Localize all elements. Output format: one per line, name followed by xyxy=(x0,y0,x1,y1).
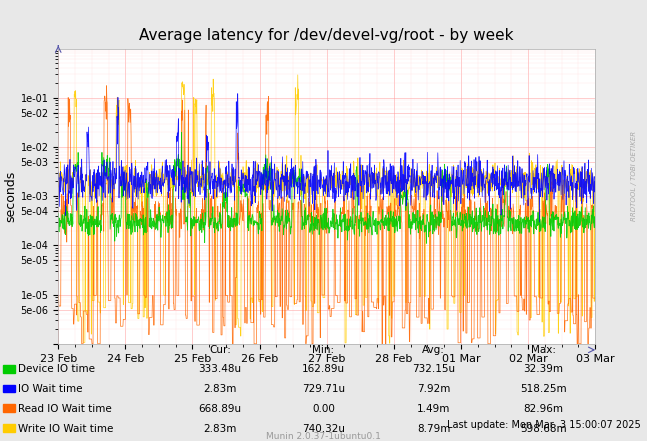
Text: 729.71u: 729.71u xyxy=(302,384,345,394)
Text: 0.00: 0.00 xyxy=(312,404,335,414)
Text: Avg:: Avg: xyxy=(422,345,445,355)
Text: 2.83m: 2.83m xyxy=(203,384,237,394)
Text: 668.89u: 668.89u xyxy=(199,404,241,414)
Text: Cur:: Cur: xyxy=(209,345,231,355)
Text: Max:: Max: xyxy=(531,345,556,355)
Title: Average latency for /dev/devel-vg/root - by week: Average latency for /dev/devel-vg/root -… xyxy=(140,28,514,43)
Text: Device IO time: Device IO time xyxy=(18,364,95,374)
Text: 2.83m: 2.83m xyxy=(203,424,237,434)
Y-axis label: seconds: seconds xyxy=(5,171,17,222)
Text: 598.68m: 598.68m xyxy=(520,424,567,434)
Text: IO Wait time: IO Wait time xyxy=(18,384,83,394)
Text: 82.96m: 82.96m xyxy=(523,404,564,414)
Text: 740.32u: 740.32u xyxy=(302,424,345,434)
Text: 7.92m: 7.92m xyxy=(417,384,450,394)
Text: Munin 2.0.37-1ubuntu0.1: Munin 2.0.37-1ubuntu0.1 xyxy=(266,432,381,441)
Text: 162.89u: 162.89u xyxy=(302,364,345,374)
Text: RRDTOOL / TOBI OETIKER: RRDTOOL / TOBI OETIKER xyxy=(631,131,637,221)
Text: 732.15u: 732.15u xyxy=(412,364,455,374)
Text: 333.48u: 333.48u xyxy=(199,364,241,374)
Text: 32.39m: 32.39m xyxy=(523,364,564,374)
Text: Read IO Wait time: Read IO Wait time xyxy=(18,404,112,414)
Text: Write IO Wait time: Write IO Wait time xyxy=(18,424,113,434)
Text: 1.49m: 1.49m xyxy=(417,404,450,414)
Text: Min:: Min: xyxy=(313,345,334,355)
Text: 518.25m: 518.25m xyxy=(520,384,567,394)
Text: 8.79m: 8.79m xyxy=(417,424,450,434)
Text: Last update: Mon Mar  3 15:00:07 2025: Last update: Mon Mar 3 15:00:07 2025 xyxy=(447,420,641,430)
